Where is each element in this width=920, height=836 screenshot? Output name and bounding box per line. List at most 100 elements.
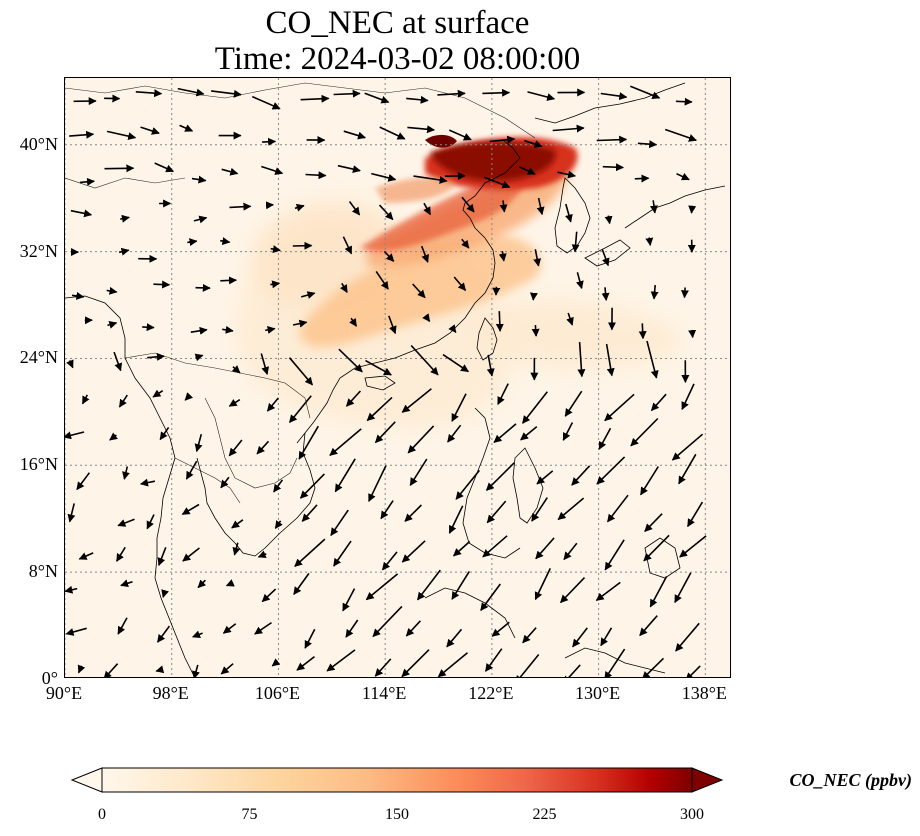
wind-arrow [345,390,361,407]
wind-arrow [484,176,511,189]
wind-arrow [298,425,319,460]
wind-arrow [65,431,85,440]
wind-arrow [326,649,356,672]
wind-arrow [232,542,241,556]
wind-arrow [120,579,133,588]
wind-arrow [222,623,237,634]
wind-arrow [495,311,504,332]
wind-arrow [192,664,200,677]
colorbar-label: CO_NEC (ppbv) [789,770,913,790]
wind-arrow [177,87,205,97]
wind-arrow [65,627,87,636]
wind-arrow [265,201,274,210]
wind-arrow [118,394,128,408]
lon-tick-label: 122°E [468,683,514,703]
wind-arrow [194,433,203,453]
wind-arrow [383,250,395,262]
wind-arrow [294,538,326,567]
wind-arrow [159,426,170,441]
wind-arrow [153,280,171,289]
wind-arrow [299,473,325,499]
wind-arrow [637,140,658,149]
wind-arrow [118,247,130,256]
wind-arrow [649,200,658,214]
wind-arrow [639,615,658,637]
wind-arrow [650,393,667,412]
wind-arrow [565,203,573,223]
wind-arrow [292,319,308,328]
wind-vectors [65,85,707,677]
wind-arrow [222,325,234,334]
wind-arrow [437,89,466,98]
wind-arrow [106,286,118,295]
graticule [65,78,730,677]
wind-arrow [220,476,230,489]
wind-arrow [524,139,543,148]
wind-arrow [630,417,659,447]
wind-arrow [157,547,167,567]
lon-tick-label: 114°E [361,683,407,703]
lon-tick-label: 138°E [681,683,727,703]
wind-arrow [225,579,235,587]
wind-arrow [485,462,515,491]
wind-arrow [405,620,421,637]
wind-arrow [646,340,659,379]
wind-arrow [228,398,241,407]
wind-arrow [529,292,538,301]
wind-arrow [348,201,361,216]
wind-arrow [600,92,628,101]
wind-arrow [337,164,361,174]
wind-arrow [330,509,349,537]
wind-arrow [270,245,281,254]
wind-arrow [453,276,467,292]
wind-arrow [401,540,426,563]
lat-tick-label: 40°N [19,133,58,154]
wind-arrow [261,165,284,175]
lat-tick-label: 8°N [28,561,58,582]
wind-arrow [69,130,95,139]
wind-arrow [301,504,318,522]
wind-arrow [455,469,481,500]
wind-arrow [571,231,580,253]
wind-arrow [678,453,697,485]
wind-arrow [152,389,164,398]
wind-arrow [461,196,475,213]
wind-arrow [155,665,165,674]
wind-arrow [333,540,352,567]
wind-arrow [536,197,545,216]
wind-arrow [117,518,135,527]
wind-arrow [379,126,406,140]
colorbar-tick-label: 150 [385,806,409,823]
wind-arrow [675,622,700,652]
wind-arrow [254,621,272,635]
wind-arrow [407,125,435,134]
wind-arrow [366,396,393,422]
wind-arrow [374,658,392,677]
wind-arrow [416,569,441,601]
wind-arrow [401,388,432,413]
wind-arrow [364,92,390,104]
map-timestamp: Time: 2024-03-02 08:00:00 [214,41,581,77]
wind-arrow [404,504,422,522]
wind-arrow [66,359,74,369]
wind-arrow [274,520,283,529]
wind-arrow [638,323,647,340]
wind-arrow [107,320,118,329]
colorbar-tick-label: 0 [98,806,106,823]
wind-arrow [220,237,231,246]
wind-arrow [451,570,470,600]
wind-arrow [266,397,279,412]
wind-arrow [220,663,234,675]
wind-arrow [103,663,119,677]
wind-arrow [334,458,356,493]
wind-arrow [368,465,387,503]
wind-arrow [116,546,126,562]
wind-arrow [491,621,510,637]
wind-arrow [81,394,90,405]
wind-arrow [645,237,654,246]
wind-arrow [680,287,689,299]
wind-arrow [184,392,194,401]
colorbar [70,767,724,793]
wind-arrow [601,249,610,267]
wind-arrow [562,664,581,677]
